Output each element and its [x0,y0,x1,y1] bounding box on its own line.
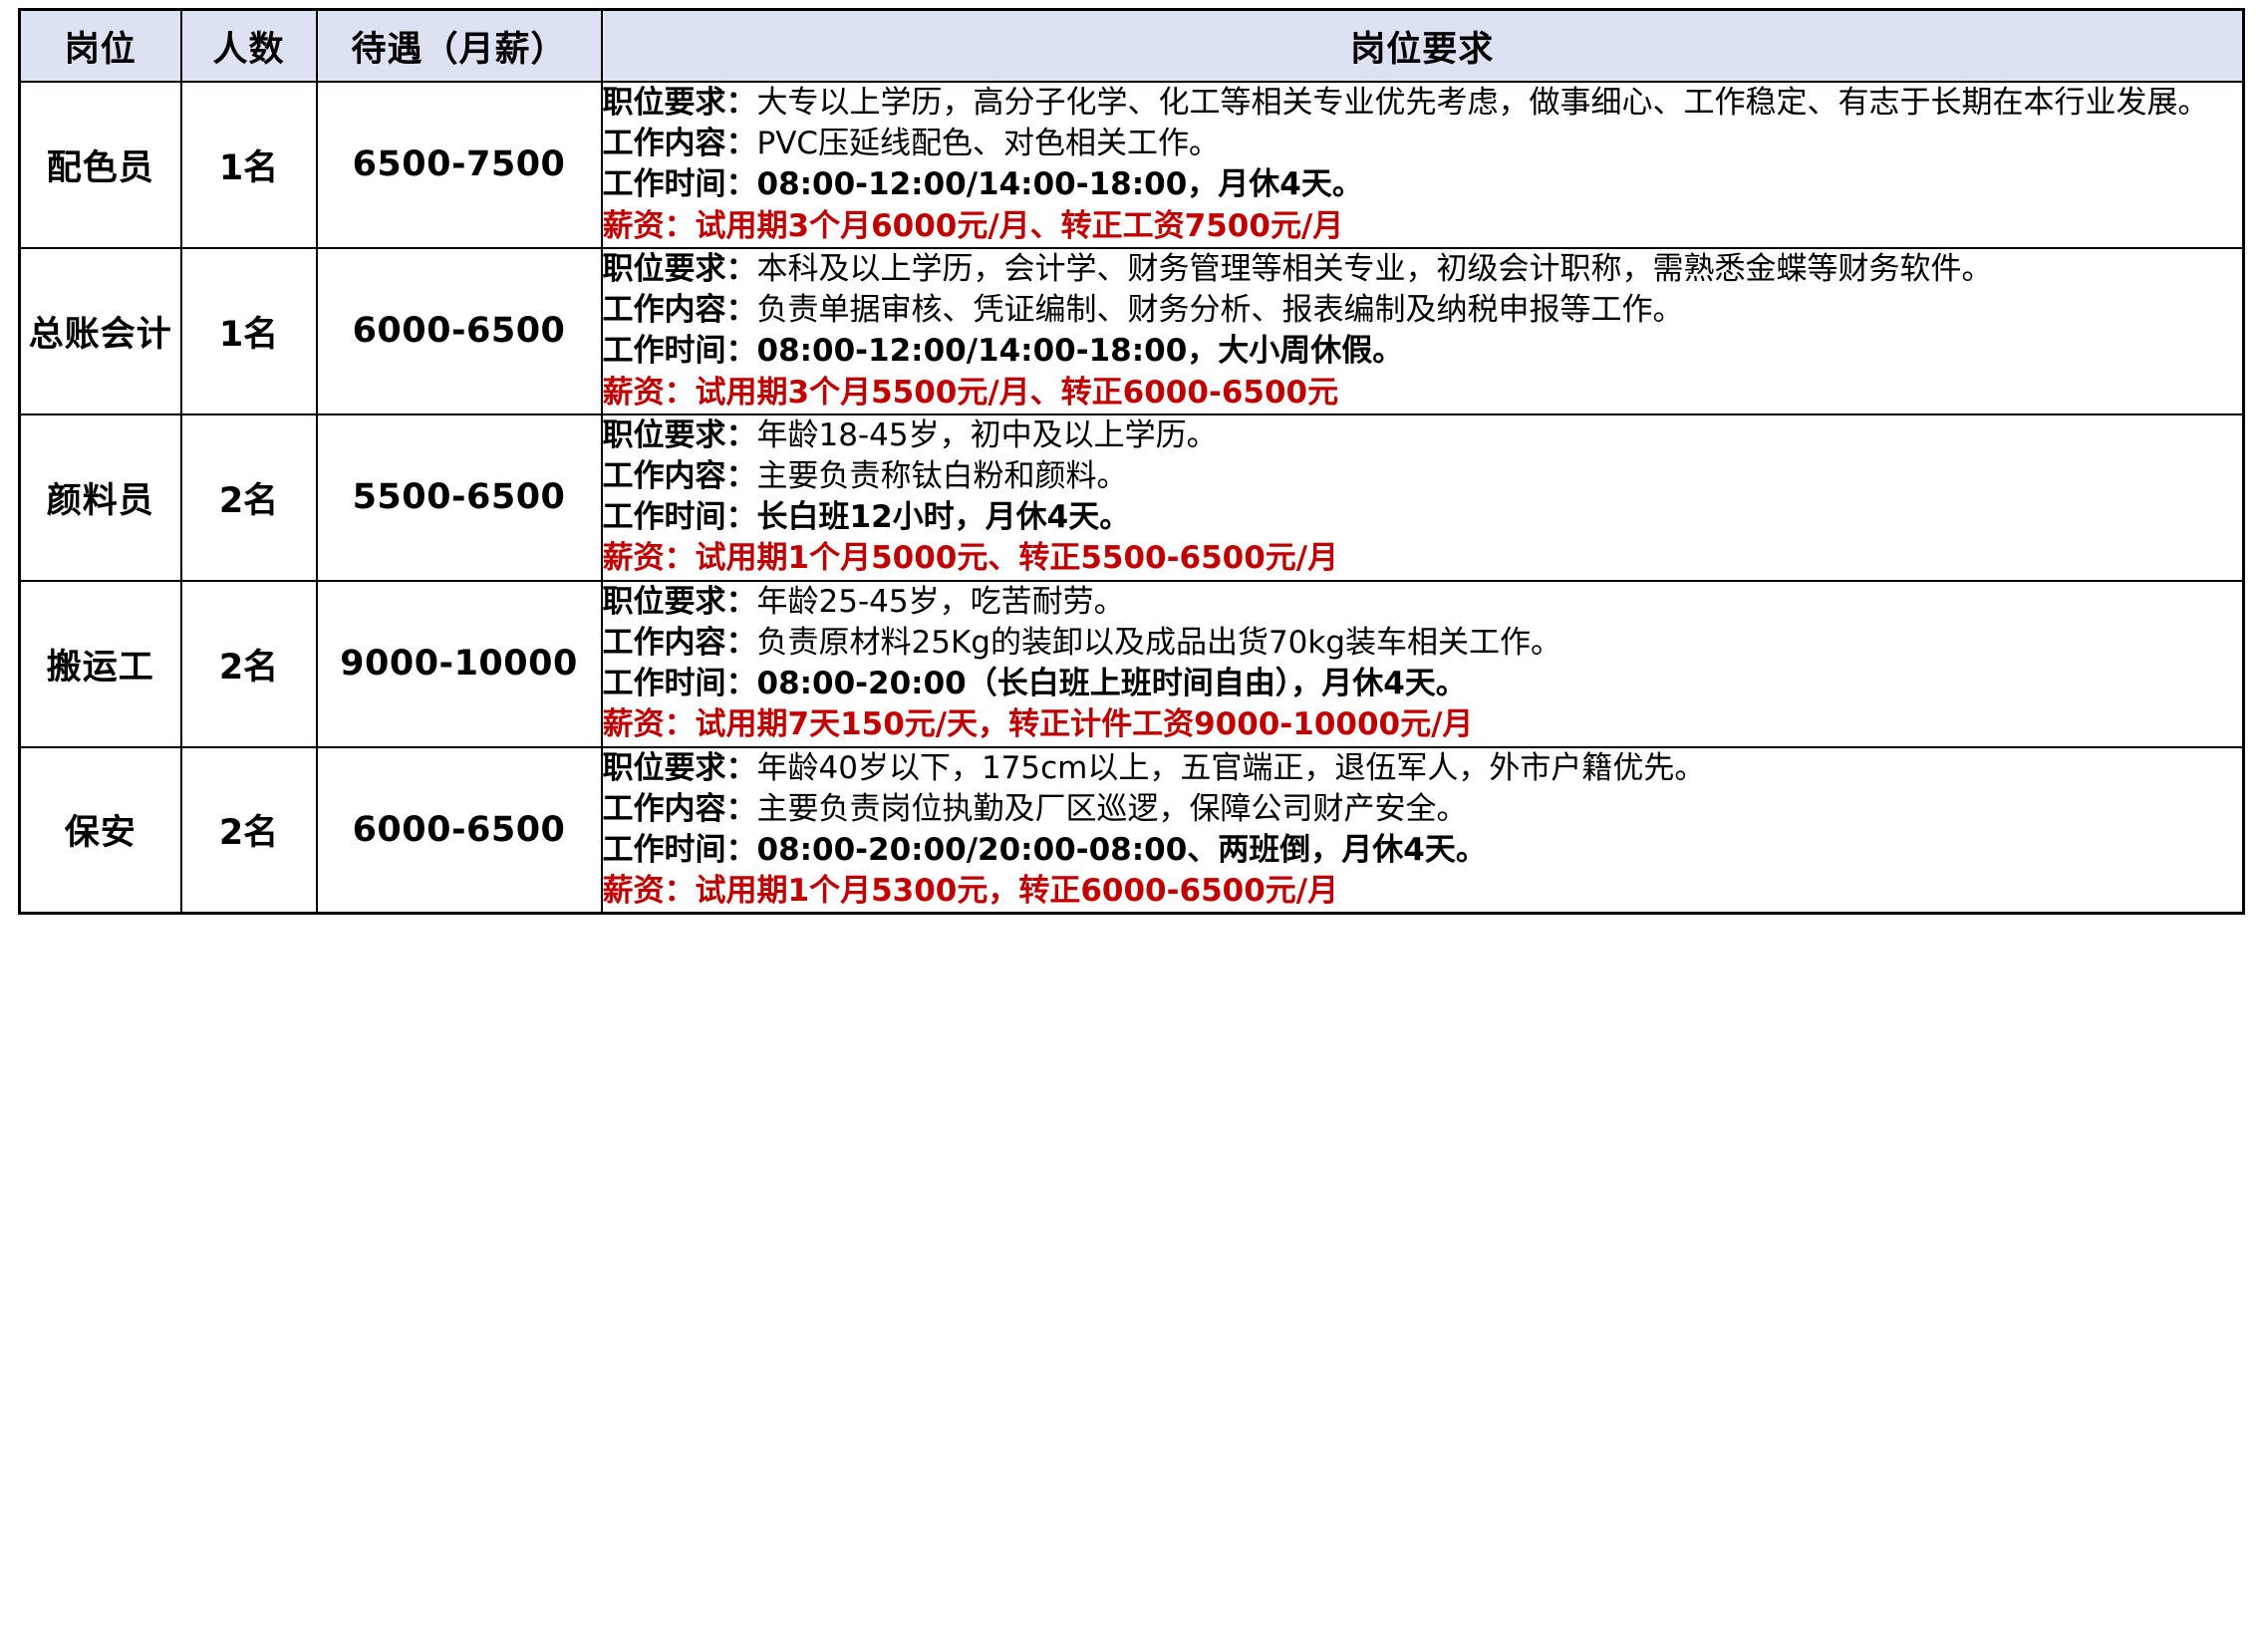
table-row: 颜料员 2名 5500-6500 职位要求：年龄18-45岁，初中及以上学历。 工作内容… [18,413,2245,582]
requirement-line: 工作内容：负责原材料25Kg的装卸以及成品出货70kg装车相关工作。 [603,623,2243,664]
requirement-text: PVC压延线配色、对色相关工作。 [756,126,1221,162]
requirement-text: 主要负责称钛白粉和颜料。 [756,457,1128,494]
cell-requirements: 职位要求：本科及以上学历，会计学、财务管理等相关专业，初级会计职称，需熟悉金蝶等… [600,246,2245,415]
requirement-line: 薪资：试用期3个月5500元/月、转正6000-6500元 [603,373,2243,413]
requirement-label: 工作时间： [602,666,757,702]
requirement-text: 08:00-20:00/20:00-08:00、两班倒，月休4天。 [756,831,1487,868]
requirement-line: 工作时间：08:00-12:00/14:00-18:00，月休4天。 [603,164,2243,205]
requirement-label: 职位要求： [602,749,757,786]
cell-requirements: 职位要求：大专以上学历，高分子化学、化工等相关专业优先考虑，做事细心、工作稳定、… [600,81,2245,249]
requirement-line: 职位要求：大专以上学历，高分子化学、化工等相关专业优先考虑，做事细心、工作稳定、… [603,83,2243,124]
requirement-line: 职位要求：年龄40岁以下，175cm以上，五官端正，退伍军人，外市户籍优先。 [603,748,2243,789]
requirement-label: 薪资： [602,706,696,743]
requirement-line: 工作内容：PVC压延线配色、对色相关工作。 [603,124,2243,164]
cell-post: 总账会计 [18,246,182,415]
requirement-text: 负责原材料25Kg的装卸以及成品出货70kg装车相关工作。 [756,624,1562,661]
requirement-label: 工作内容： [602,790,757,827]
requirement-label: 职位要求： [602,250,757,287]
requirement-label: 薪资： [602,873,696,910]
requirement-line: 工作时间：08:00-20:00（长白班上班时间自由），月休4天。 [603,664,2243,704]
requirement-line: 薪资：试用期1个月5300元，转正6000-6500元/月 [603,871,2243,912]
table-row: 总账会计 1名 6000-6500 职位要求：本科及以上学历，会计学、财务管理等相关专… [18,246,2245,415]
cell-requirements: 职位要求：年龄18-45岁，初中及以上学历。 工作内容：主要负责称钛白粉和颜料。工… [600,413,2245,582]
requirement-line: 薪资：试用期7天150元/天，转正计件工资9000-10000元/月 [603,704,2243,745]
cell-count: 2名 [179,413,318,582]
cell-count: 1名 [179,81,318,249]
requirement-text: 长白班12小时，月休4天。 [756,499,1131,536]
requirement-label: 工作时间： [602,499,757,536]
cell-requirements: 职位要求：年龄25-45岁，吃苦耐劳。 工作内容：负责原材料25Kg的装卸以及成品… [600,579,2245,748]
cell-post: 搬运工 [18,579,182,748]
cell-post: 颜料员 [18,413,182,582]
cell-count: 2名 [179,579,318,748]
requirement-text: 本科及以上学历，会计学、财务管理等相关专业，初级会计职称，需熟悉金蝶等财务软件。 [756,250,1993,287]
cell-salary: 6000-6500 [315,246,603,415]
table-row: 配色员 1名 6500-7500 职位要求：大专以上学历，高分子化学、化工等相关专业优… [18,81,2245,249]
column-header-salary: 待遇（月薪） [315,8,603,83]
requirement-label: 职位要求： [602,85,757,121]
requirement-text: 试用期3个月5500元/月、转正6000-6500元 [695,374,1339,411]
requirement-label: 工作时间： [602,831,757,868]
requirement-text: 08:00-20:00（长白班上班时间自由），月休4天。 [756,666,1467,702]
requirement-line: 工作时间：长白班12小时，月休4天。 [603,497,2243,538]
requirement-text: 主要负责岗位执勤及厂区巡逻，保障公司财产安全。 [756,790,1468,827]
cell-count: 1名 [179,246,318,415]
requirement-line: 工作内容：负责单据审核、凭证编制、财务分析、报表编制及纳税申报等工作。 [603,290,2243,331]
requirement-line: 工作内容：主要负责称钛白粉和颜料。 [603,456,2243,497]
header-row: 岗位 人数 待遇（月薪） 岗位要求 [18,8,2245,83]
requirement-line: 工作时间：08:00-12:00/14:00-18:00，大小周休假。 [603,331,2243,372]
requirement-line: 职位要求：年龄18-45岁，初中及以上学历。 [603,415,2243,456]
requirement-label: 职位要求： [602,416,757,453]
job-requirements-table: 岗位 人数 待遇（月薪） 岗位要求 配色员 1名 6500-7500 职位要求：大专以… [18,8,2245,916]
requirement-text: 负责单据审核、凭证编制、财务分析、报表编制及纳税申报等工作。 [756,292,1684,329]
requirement-text: 试用期1个月5300元，转正6000-6500元/月 [695,873,1339,910]
requirement-text: 年龄25-45岁，吃苦耐劳。 [756,583,1125,620]
requirement-text: 年龄18-45岁，初中及以上学历。 [756,416,1218,453]
requirement-label: 工作内容： [602,624,757,661]
requirement-line: 工作内容：主要负责岗位执勤及厂区巡逻，保障公司财产安全。 [603,789,2243,830]
requirement-label: 工作内容： [602,457,757,494]
requirement-label: 工作内容： [602,126,757,162]
cell-salary: 9000-10000 [315,579,603,748]
cell-salary: 5500-6500 [315,413,603,582]
table-row: 搬运工 2名 9000-10000 职位要求：年龄25-45岁，吃苦耐劳。 工作内容：负… [18,579,2245,748]
requirement-text: 大专以上学历，高分子化学、化工等相关专业优先考虑，做事细心、工作稳定、有志于长期… [756,85,2209,121]
requirement-text: 年龄40岁以下，175cm以上，五官端正，退伍军人，外市户籍优先。 [756,749,1706,786]
table-row: 保安 2名 6000-6500 职位要求：年龄40岁以下，175cm以上，五官端正，退… [18,745,2245,915]
table-header: 岗位 人数 待遇（月薪） 岗位要求 [18,8,2245,83]
requirement-label: 工作内容： [602,292,757,329]
requirement-line: 薪资：试用期3个月6000元/月、转正工资7500元/月 [603,206,2243,247]
requirement-label: 职位要求： [602,583,757,620]
column-header-count: 人数 [179,8,318,83]
requirement-line: 职位要求：本科及以上学历，会计学、财务管理等相关专业，初级会计职称，需熟悉金蝶等… [603,249,2243,290]
cell-salary: 6000-6500 [315,745,603,915]
cell-post: 保安 [18,745,182,915]
requirement-text: 08:00-12:00/14:00-18:00，大小周休假。 [756,333,1404,370]
cell-count: 2名 [179,745,318,915]
requirement-line: 工作时间：08:00-20:00/20:00-08:00、两班倒，月休4天。 [603,830,2243,871]
column-header-post: 岗位 [18,8,182,83]
cell-post: 配色员 [18,81,182,249]
requirement-label: 工作时间： [602,166,757,203]
requirement-label: 薪资： [602,374,696,411]
column-header-requirements: 岗位要求 [600,8,2245,83]
requirement-label: 工作时间： [602,333,757,370]
requirement-text: 试用期3个月6000元/月、转正工资7500元/月 [695,207,1344,244]
requirement-line: 薪资：试用期1个月5000元、转正5500-6500元/月 [603,538,2243,579]
cell-salary: 6500-7500 [315,81,603,249]
table-body: 配色员 1名 6500-7500 职位要求：大专以上学历，高分子化学、化工等相关专业优… [18,81,2245,915]
requirement-line: 职位要求：年龄25-45岁，吃苦耐劳。 [603,582,2243,623]
requirement-label: 薪资： [602,207,696,244]
requirement-text: 试用期7天150元/天，转正计件工资9000-10000元/月 [695,706,1474,743]
requirement-label: 薪资： [602,540,696,577]
requirement-text: 试用期1个月5000元、转正5500-6500元/月 [695,540,1339,577]
requirement-text: 08:00-12:00/14:00-18:00，月休4天。 [756,166,1363,203]
cell-requirements: 职位要求：年龄40岁以下，175cm以上，五官端正，退伍军人，外市户籍优先。 工作… [600,745,2245,915]
